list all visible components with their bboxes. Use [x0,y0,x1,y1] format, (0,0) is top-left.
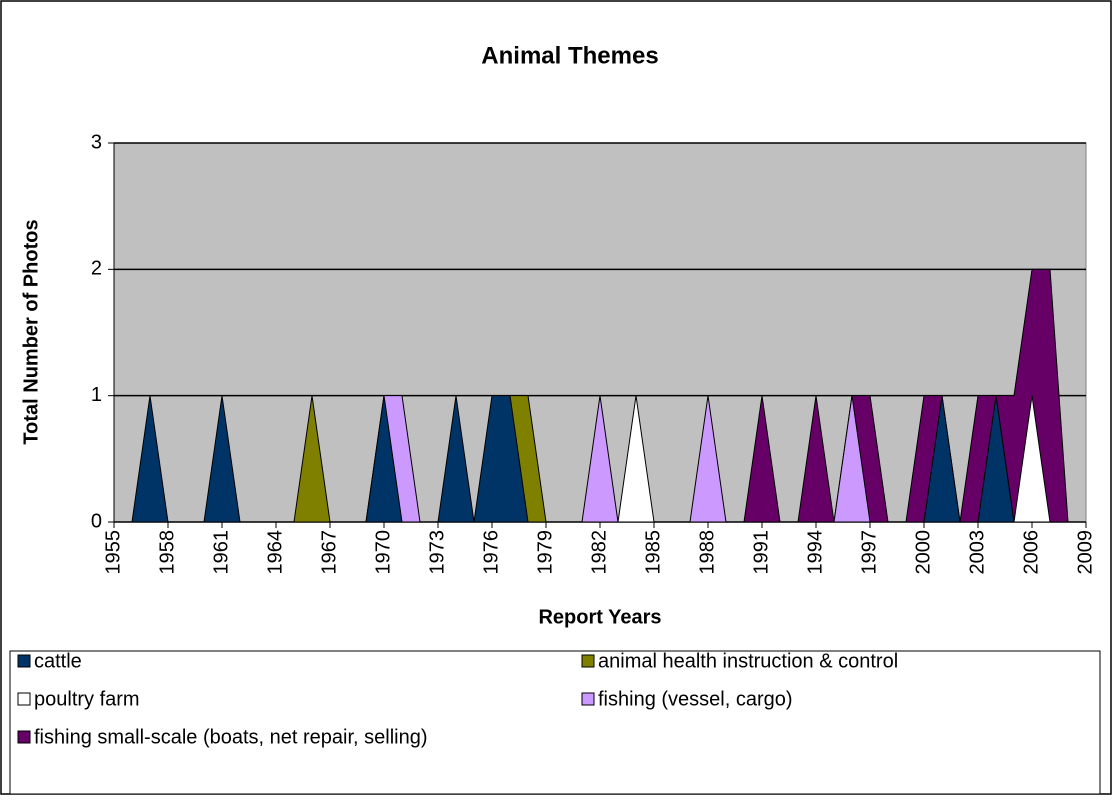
x-tick-label: 1991 [750,530,772,575]
legend-swatch [17,692,31,706]
legend-swatch [581,692,595,706]
legend-label: animal health instruction & control [598,650,898,672]
legend [9,650,1101,795]
y-tick-label: 0 [91,510,102,532]
legend-swatch [17,654,31,668]
x-tick-label: 2003 [966,530,988,575]
y-tick-label: 2 [91,258,102,280]
x-tick-label: 1961 [210,530,232,575]
x-tick-label: 1994 [804,530,826,575]
x-tick-label: 1976 [480,530,502,575]
x-tick-label: 1964 [264,530,286,575]
y-tick-label: 1 [91,384,102,406]
legend-label: poultry farm [34,688,140,710]
x-tick-label: 1988 [696,530,718,575]
legend-label: cattle [34,650,82,672]
x-tick-label: 1973 [426,530,448,575]
chart-title: Animal Themes [481,42,658,69]
x-tick-label: 1985 [642,530,664,575]
x-tick-label: 1982 [588,530,610,575]
x-tick-label: 1967 [318,530,340,575]
y-axis-label: Total Number of Photos [20,219,42,444]
legend-label: fishing small-scale (boats, net repair, … [34,726,428,748]
x-axis-label: Report Years [538,606,661,628]
x-tick-label: 1955 [102,530,124,575]
x-tick-label: 1997 [858,530,880,575]
x-tick-label: 1958 [156,530,178,575]
y-tick-label: 3 [91,131,102,153]
x-tick-label: 1970 [372,530,394,575]
x-tick-label: 1979 [534,530,556,575]
legend-swatch [581,654,595,668]
x-tick-label: 2006 [1020,530,1042,575]
legend-swatch [17,730,31,744]
x-tick-label: 2009 [1074,530,1096,575]
x-tick-label: 2000 [912,530,934,575]
legend-label: fishing (vessel, cargo) [598,688,793,710]
